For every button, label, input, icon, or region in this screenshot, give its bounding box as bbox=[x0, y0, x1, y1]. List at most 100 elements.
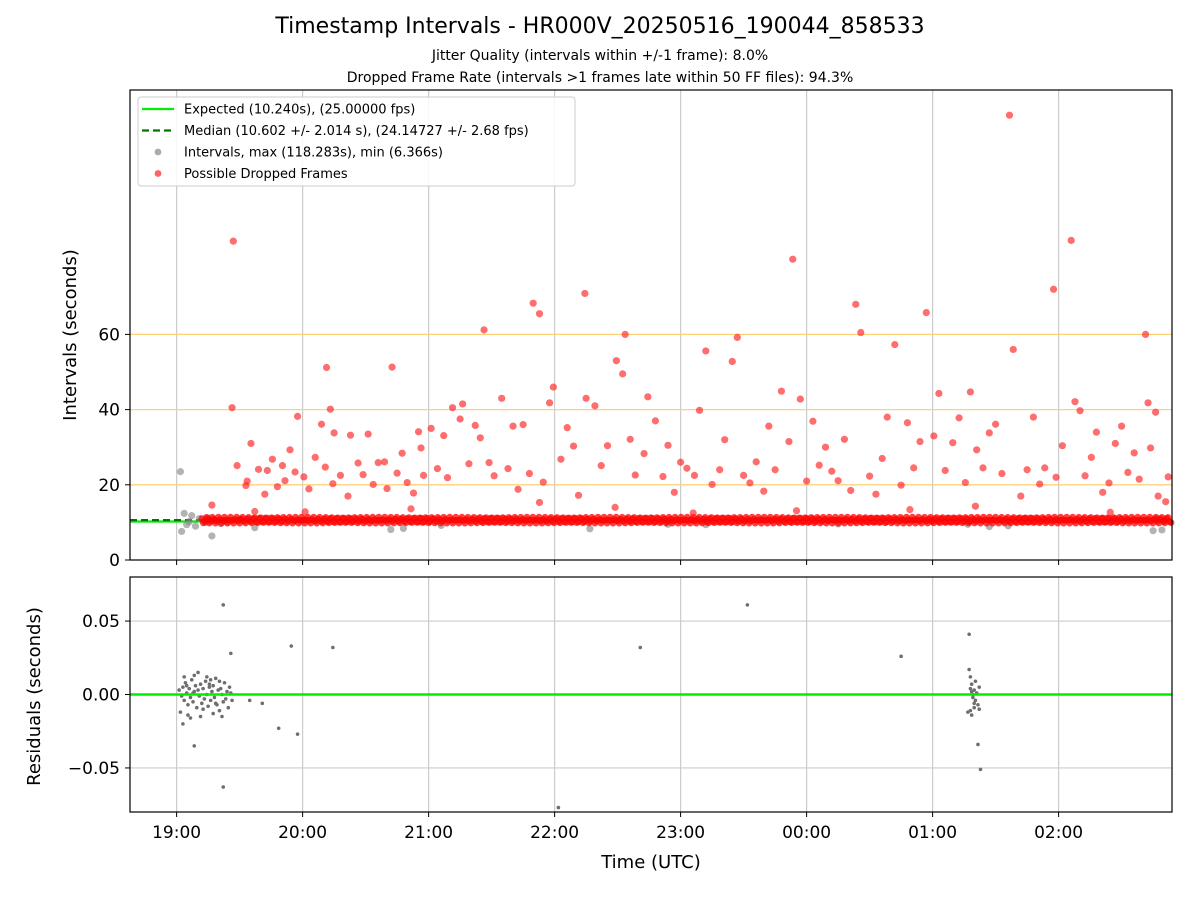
residual-point bbox=[966, 710, 970, 714]
dropped-frame-point bbox=[476, 434, 484, 442]
residual-point bbox=[183, 680, 188, 685]
dropped-frame-point bbox=[897, 481, 905, 489]
dropped-frame-point bbox=[621, 330, 629, 338]
dropped-frame-point bbox=[677, 458, 685, 466]
residual-point bbox=[745, 603, 750, 607]
dropped-frame-point bbox=[529, 299, 537, 307]
dropped-frame-point bbox=[695, 406, 704, 414]
dropped-frame-point bbox=[1167, 519, 1175, 527]
residual-point bbox=[211, 711, 215, 716]
dropped-frame-point bbox=[293, 412, 302, 420]
dropped-frame-point bbox=[433, 465, 442, 473]
residual-point bbox=[228, 651, 233, 656]
intervals-y-tick-label: 20 bbox=[98, 476, 120, 496]
residual-point bbox=[295, 732, 300, 736]
dropped-frame-point bbox=[834, 477, 842, 485]
residual-point bbox=[213, 701, 218, 706]
intervals-y-axis-label: Intervals (seconds) bbox=[60, 249, 81, 421]
residual-point bbox=[260, 701, 265, 706]
dropped-frame-point bbox=[1146, 444, 1155, 452]
x-tick-label: 01:00 bbox=[908, 823, 957, 843]
dropped-frame-point bbox=[330, 429, 338, 437]
dropped-frame-point bbox=[359, 471, 367, 479]
dropped-frame-point bbox=[828, 467, 836, 475]
dropped-frame-point bbox=[821, 443, 830, 451]
x-tick-label: 00:00 bbox=[782, 823, 831, 843]
dropped-frame-point bbox=[771, 466, 779, 474]
dropped-frame-point bbox=[708, 480, 716, 489]
chart-subtitle-jitter: Jitter Quality (intervals within +/-1 fr… bbox=[431, 48, 769, 64]
residual-point bbox=[194, 705, 199, 710]
dropped-frame-point bbox=[574, 491, 583, 499]
residual-point bbox=[186, 702, 190, 707]
dropped-frame-point bbox=[471, 421, 479, 429]
residual-point bbox=[217, 708, 222, 713]
dropped-frame-point bbox=[263, 466, 271, 475]
dropped-frame-point bbox=[364, 430, 372, 438]
chart-title: Timestamp Intervals - HR000V_20250516_19… bbox=[275, 14, 925, 39]
dropped-frame-point bbox=[789, 255, 797, 263]
residual-point bbox=[289, 644, 294, 648]
dropped-frame-point bbox=[243, 477, 251, 485]
dropped-frame-point bbox=[1052, 473, 1060, 481]
dropped-frame-point bbox=[208, 501, 216, 509]
dropped-frame-point bbox=[966, 388, 975, 396]
interval-point bbox=[1158, 526, 1166, 534]
dropped-frame-point bbox=[407, 505, 415, 513]
dropped-frame-point bbox=[1152, 408, 1160, 416]
dropped-frame-point bbox=[380, 458, 389, 466]
dropped-frame-point bbox=[414, 428, 423, 436]
dropped-frame-point bbox=[792, 507, 801, 515]
interval-point bbox=[185, 518, 193, 526]
dropped-frame-point bbox=[664, 441, 672, 449]
dropped-frame-point bbox=[1106, 508, 1114, 516]
residual-point bbox=[968, 675, 973, 679]
dropped-frame-point bbox=[1029, 413, 1038, 421]
residual-point bbox=[213, 676, 218, 681]
residual-point bbox=[206, 704, 210, 709]
residual-point bbox=[203, 679, 208, 684]
residual-point bbox=[196, 670, 200, 675]
dropped-frame-point bbox=[317, 420, 326, 428]
dropped-frame-point bbox=[971, 502, 980, 510]
dropped-frame-point bbox=[721, 436, 729, 444]
dropped-frame-point bbox=[866, 472, 874, 480]
residual-point bbox=[978, 767, 983, 772]
dropped-frame-point bbox=[979, 464, 987, 472]
residual-point bbox=[221, 700, 226, 704]
dropped-frame-point bbox=[689, 509, 697, 517]
residual-point bbox=[331, 645, 335, 650]
dropped-frame-point bbox=[383, 484, 391, 493]
residual-point bbox=[973, 698, 978, 703]
dropped-frame-point bbox=[683, 464, 691, 472]
residual-point bbox=[192, 673, 197, 678]
residual-point bbox=[556, 805, 561, 810]
dropped-frame-point bbox=[1009, 345, 1017, 354]
x-tick-label: 02:00 bbox=[1034, 823, 1083, 843]
dropped-frame-point bbox=[1049, 285, 1058, 293]
dropped-frame-point bbox=[374, 459, 382, 467]
dropped-frame-point bbox=[1118, 422, 1126, 430]
dropped-frame-point bbox=[803, 477, 811, 485]
dropped-frame-point bbox=[903, 419, 912, 427]
residual-point bbox=[972, 705, 976, 710]
dropped-frame-point bbox=[354, 459, 362, 467]
dropped-frame-point bbox=[1099, 488, 1107, 496]
dropped-frame-point bbox=[322, 363, 331, 372]
dropped-frame-point bbox=[1041, 464, 1049, 472]
residual-point bbox=[971, 695, 975, 700]
dropped-frame-point bbox=[872, 490, 880, 498]
intervals-y-tick-label: 0 bbox=[109, 551, 120, 571]
dropped-frame-point bbox=[809, 417, 817, 425]
dropped-frame-point bbox=[459, 400, 467, 408]
residual-point bbox=[189, 678, 194, 682]
dropped-frame-point bbox=[525, 469, 534, 478]
dropped-frame-point bbox=[985, 429, 993, 437]
dropped-frame-point bbox=[1130, 449, 1138, 457]
dropped-frame-point bbox=[992, 420, 1000, 428]
dropped-frame-point bbox=[393, 469, 401, 477]
dropped-frame-point bbox=[417, 444, 425, 452]
dropped-frame-point bbox=[716, 466, 724, 474]
residual-point bbox=[226, 705, 231, 710]
dropped-frame-point bbox=[369, 480, 377, 489]
